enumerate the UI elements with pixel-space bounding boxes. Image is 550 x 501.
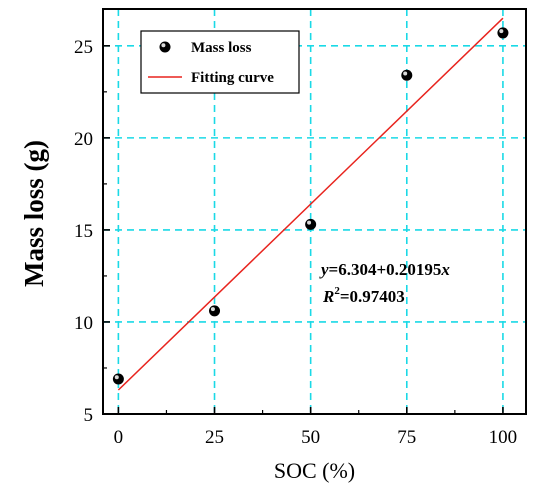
r2-value: =0.97403 — [340, 287, 405, 306]
x-axis-title: SOC (%) — [274, 458, 355, 483]
x-tick-label: 100 — [489, 427, 518, 448]
fitting-curve-line — [117, 17, 504, 391]
data-point — [401, 69, 413, 81]
marker-highlight — [114, 375, 119, 380]
tick-marks — [103, 45, 504, 415]
equation-x-var: x — [440, 260, 450, 279]
equation-y-var: y — [319, 260, 329, 279]
marker-body — [209, 305, 221, 317]
legend-marker-point — [159, 41, 171, 53]
marker-highlight — [161, 43, 166, 48]
marker-body — [305, 218, 317, 230]
r2-symbol: R — [322, 287, 334, 306]
marker-body — [112, 373, 124, 385]
y-axis-title: Mass loss (g) — [19, 140, 49, 287]
marker-highlight — [499, 29, 504, 34]
legend: Mass loss Fitting curve — [140, 30, 300, 94]
legend-label-fitting-curve: Fitting curve — [191, 70, 274, 86]
fit-layer — [117, 17, 504, 391]
fit-equation: y=6.304+0.20195x — [319, 260, 450, 279]
data-point — [209, 305, 221, 317]
data-point — [497, 27, 509, 39]
tick-labels: 0 25 50 75 100 5 10 15 20 25 — [74, 37, 517, 448]
point-layer — [112, 27, 509, 385]
x-tick-label: 0 — [114, 427, 124, 448]
equation-rhs: =6.304+0.20195 — [329, 260, 442, 279]
marker-highlight — [307, 220, 312, 225]
x-tick-label: 25 — [205, 427, 224, 448]
plot-frame — [102, 8, 527, 415]
data-point — [112, 373, 124, 385]
r2-superscript: 2 — [334, 285, 340, 297]
data-point — [305, 218, 317, 230]
marker-body — [401, 69, 413, 81]
marker-highlight — [403, 71, 408, 76]
legend-box — [140, 30, 300, 94]
marker-highlight — [210, 307, 215, 312]
y-tick-label: 5 — [84, 405, 94, 426]
legend-label-mass-loss: Mass loss — [191, 40, 252, 56]
x-tick-label: 50 — [301, 427, 320, 448]
x-tick-label: 75 — [397, 427, 416, 448]
r-squared: R2=0.97403 — [322, 285, 405, 306]
y-tick-label: 25 — [74, 37, 93, 58]
y-tick-label: 15 — [74, 221, 93, 242]
marker-body — [159, 41, 171, 53]
legend-scatter-marker — [159, 41, 171, 53]
marker-body — [497, 27, 509, 39]
y-tick-label: 20 — [74, 129, 93, 150]
y-tick-label: 10 — [74, 313, 93, 334]
